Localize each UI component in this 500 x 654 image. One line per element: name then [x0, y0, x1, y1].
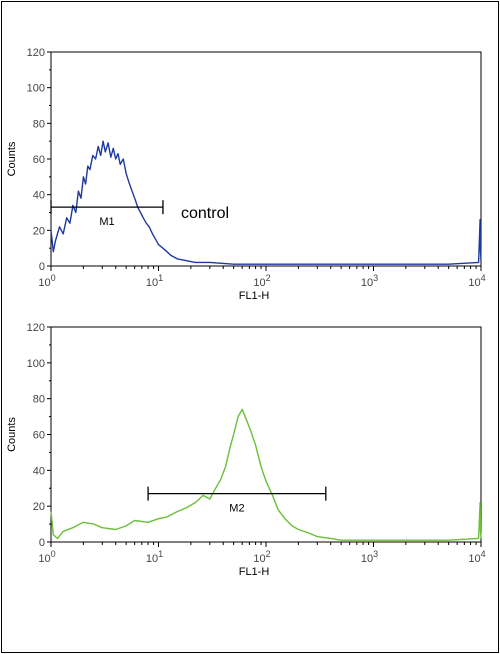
chart2-panel: 0 20 40 60 80 100 120 100 101 102 103 104 FL1-H Count… [6, 322, 486, 578]
chart2-x-axis-title: FL1-H [239, 566, 270, 578]
chart1-y-tick-label: 40 [33, 190, 45, 202]
chart2-y-axis-title: Counts [6, 417, 18, 452]
chart2-x-tick-label: 104 [468, 549, 485, 565]
chart2-x-tick-label: 103 [361, 549, 378, 565]
chart1-x-tick-label: 104 [468, 273, 485, 289]
chart2-x-tick-label: 101 [146, 549, 163, 565]
chart1-gate-marker-m1: M1 [50, 200, 164, 228]
chart1-y-tick-label: 0 [39, 261, 45, 273]
chart1-x-tick-label: 101 [146, 273, 163, 289]
chart1-gate-label: M1 [99, 216, 114, 228]
chart1-y-tick-label: 100 [27, 83, 45, 95]
chart2-y-tick-label: 120 [27, 322, 45, 334]
chart2-y-tick-label: 60 [33, 430, 45, 442]
chart2-x-tick-label: 100 [38, 549, 55, 565]
chart2-x-tick-label: 102 [253, 549, 270, 565]
chart1-y-tick-label: 120 [27, 47, 45, 59]
chart1-x-tick-label: 103 [361, 273, 378, 289]
chart2-plot-area [50, 326, 482, 543]
chart1-x-tick-label: 100 [38, 273, 55, 289]
chart2-gate-label: M2 [229, 503, 244, 515]
chart1-y-tick-label: 80 [33, 118, 45, 130]
chart1-annotation-control: control [181, 205, 229, 222]
chart2-y-tick-label: 100 [27, 358, 45, 370]
chart2-y-tick-label: 0 [39, 537, 45, 549]
chart1-histogram-line [50, 140, 482, 265]
chart1-y-tick-label: 60 [33, 154, 45, 166]
chart1-x-axis-title: FL1-H [239, 290, 270, 302]
chart1-panel: 0 20 40 60 80 100 120 100 101 102 103 104 FL1-H Count… [6, 47, 486, 302]
chart2-gate-marker-m2: M2 [147, 486, 327, 515]
chart2-y-tick-label: 80 [33, 394, 45, 406]
chart2-histogram-line [50, 408, 482, 541]
chart1-y-tick-label: 20 [33, 225, 45, 237]
chart1-y-axis-title: Counts [6, 141, 18, 176]
chart2-y-tick-label: 20 [33, 501, 45, 513]
chart2-y-tick-label: 40 [33, 465, 45, 477]
chart1-x-tick-label: 102 [253, 273, 270, 289]
